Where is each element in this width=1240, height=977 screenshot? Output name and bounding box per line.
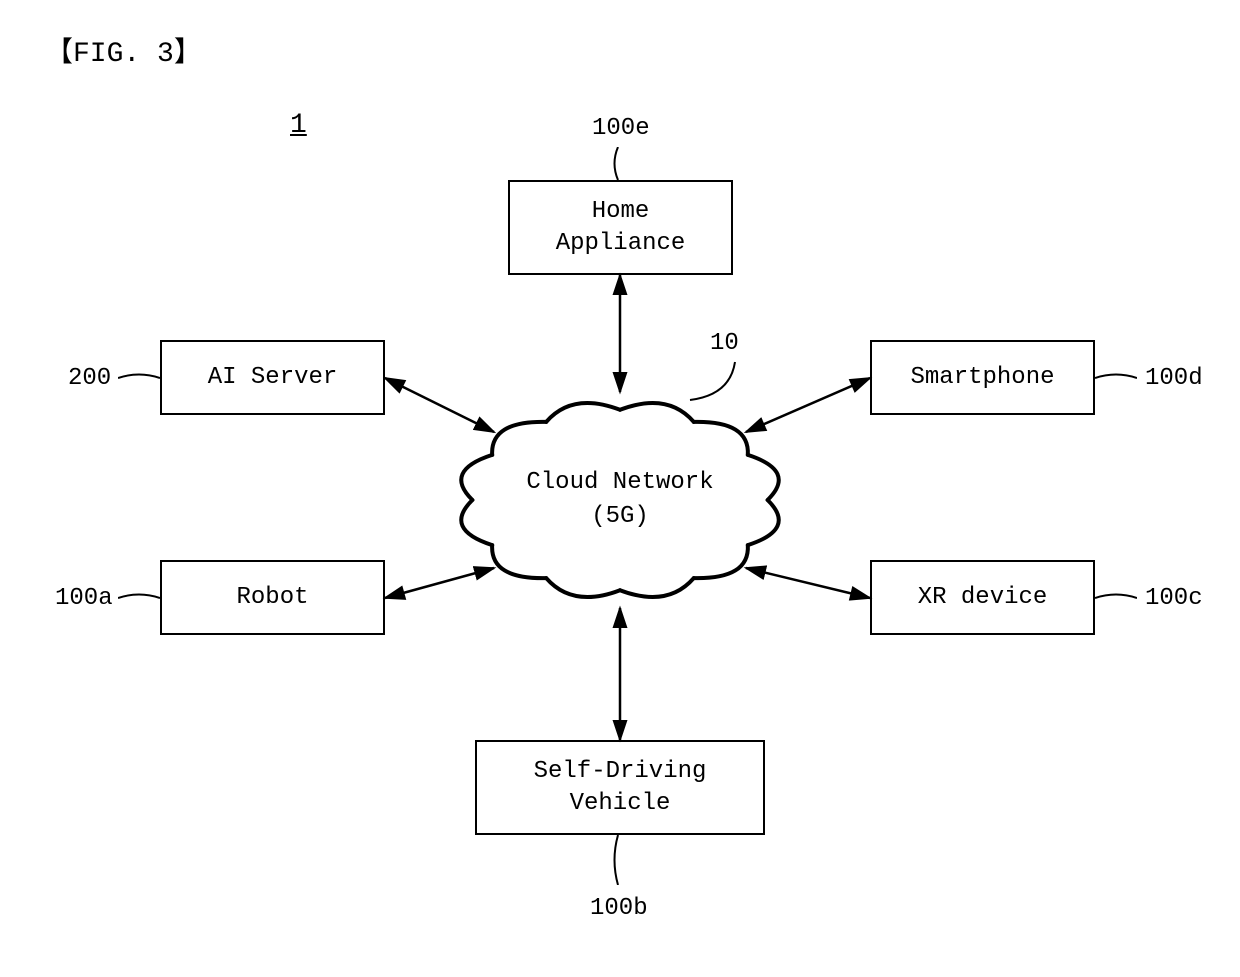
diagram-number: 1 <box>290 110 307 141</box>
leader-home-appliance <box>608 147 628 180</box>
ref-xr-device: 100c <box>1145 585 1203 612</box>
node-self-driving: Self-Driving Vehicle <box>475 740 765 835</box>
node-ai-server: AI Server <box>160 340 385 415</box>
ref-robot: 100a <box>55 585 113 612</box>
cloud-network-node: Cloud Network (5G) <box>440 390 800 610</box>
leader-self-driving <box>608 835 628 885</box>
ref-smartphone: 100d <box>1145 365 1203 392</box>
ref-home-appliance: 100e <box>592 115 650 142</box>
figure-title: 【FIG. 3】 <box>45 30 202 70</box>
ref-ai-server: 200 <box>68 365 111 392</box>
ref-self-driving: 100b <box>590 895 648 922</box>
leader-xr-device <box>1095 588 1137 608</box>
node-smartphone: Smartphone <box>870 340 1095 415</box>
leader-smartphone <box>1095 368 1137 388</box>
node-xr-device: XR device <box>870 560 1095 635</box>
node-home-appliance: Home Appliance <box>508 180 733 275</box>
node-robot: Robot <box>160 560 385 635</box>
cloud-leader-line <box>680 352 745 410</box>
cloud-label: Cloud Network (5G) <box>526 466 713 533</box>
leader-ai-server <box>118 368 160 388</box>
leader-robot <box>118 588 160 608</box>
